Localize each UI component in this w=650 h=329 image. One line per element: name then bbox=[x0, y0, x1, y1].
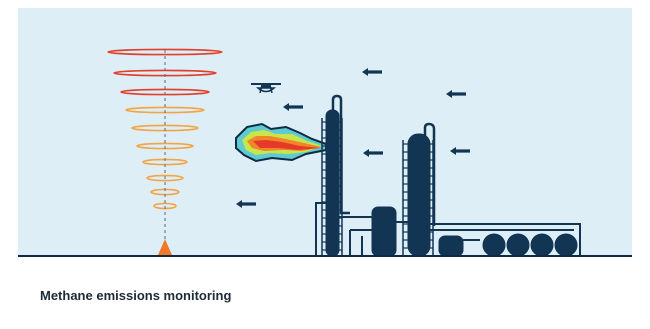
storage-sphere bbox=[554, 233, 578, 257]
second-column bbox=[407, 133, 431, 257]
storage-sphere bbox=[482, 233, 506, 257]
small-tank bbox=[438, 235, 464, 257]
source-cone-icon bbox=[158, 239, 172, 255]
sampling-loop bbox=[107, 48, 223, 56]
methane-plume-heatmap bbox=[235, 122, 327, 163]
pipe-rack bbox=[315, 202, 581, 256]
mid-tank bbox=[371, 206, 397, 257]
wind-arrow-icon bbox=[283, 103, 303, 111]
figure-caption: Methane emissions monitoring bbox=[40, 288, 232, 303]
sampling-loop bbox=[146, 174, 184, 182]
drone-icon bbox=[251, 83, 281, 94]
sky-background bbox=[18, 8, 632, 256]
wind-arrow-icon bbox=[450, 147, 470, 155]
wind-arrow-icon bbox=[362, 68, 382, 76]
storage-sphere bbox=[530, 233, 554, 257]
storage-sphere bbox=[506, 233, 530, 257]
tall-column bbox=[325, 109, 340, 257]
wind-arrow-icon bbox=[446, 90, 466, 98]
gas-processing-facility bbox=[315, 94, 581, 257]
wind-arrows bbox=[236, 68, 470, 208]
wind-arrow-icon bbox=[236, 200, 256, 208]
ladder-left bbox=[321, 118, 343, 256]
ladder-right bbox=[402, 140, 434, 256]
wind-arrow-icon bbox=[363, 149, 383, 157]
